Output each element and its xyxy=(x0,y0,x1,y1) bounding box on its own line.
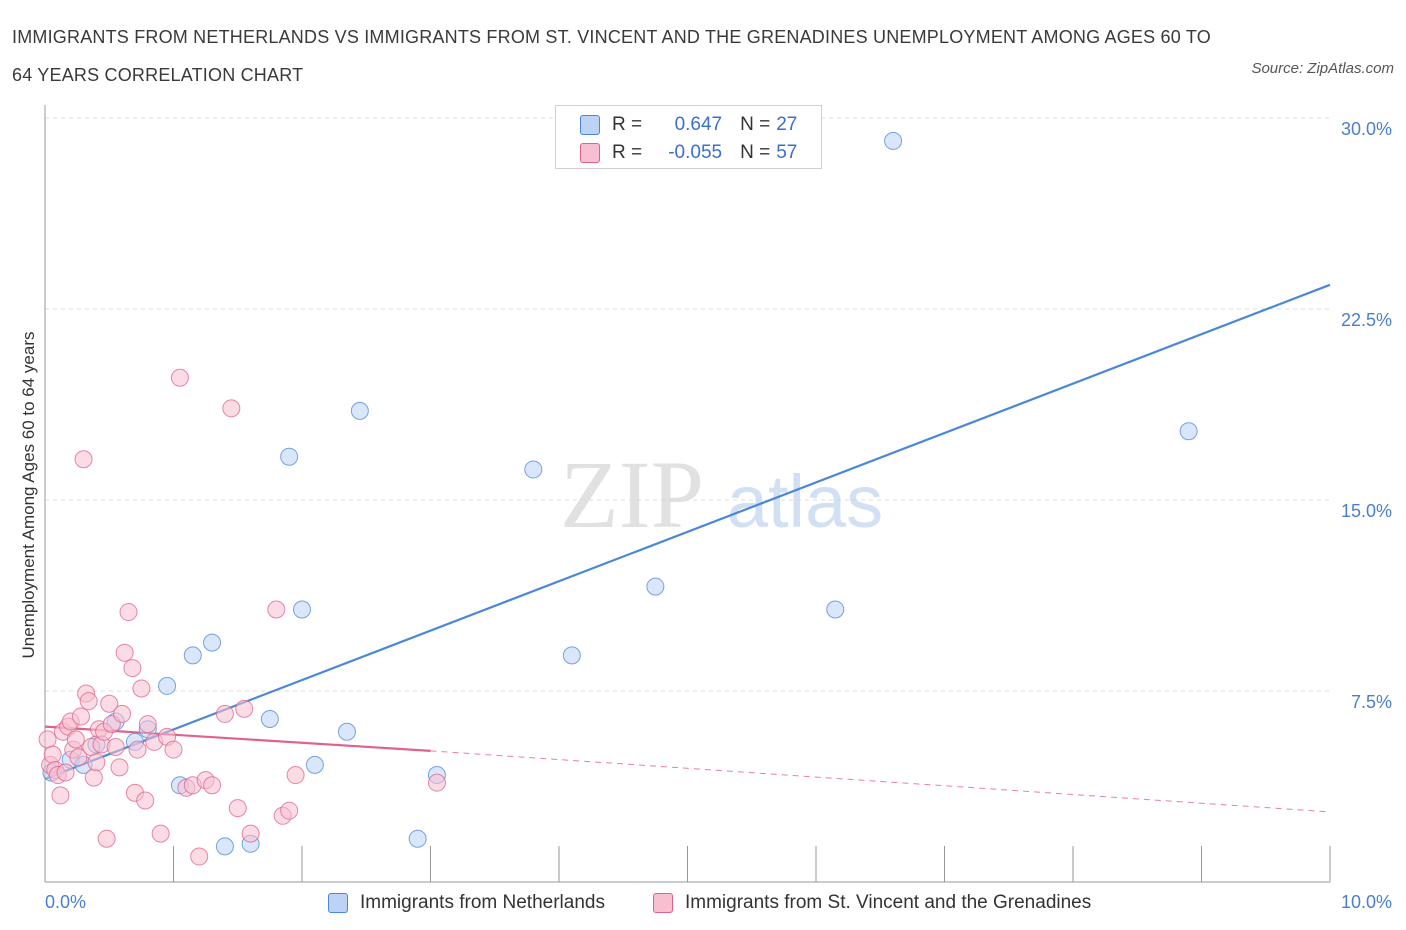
legend-swatch-pink xyxy=(580,143,600,163)
point-st-vincent xyxy=(241,824,260,843)
point-st-vincent xyxy=(280,801,299,820)
trend-line-extension-st-vincent xyxy=(430,750,1331,813)
y-tick-label: 22.5% xyxy=(1341,310,1392,330)
point-st-vincent xyxy=(136,791,155,810)
point-st-vincent xyxy=(106,738,125,757)
point-st-vincent xyxy=(123,659,142,678)
y-tick-label: 15.0% xyxy=(1341,501,1392,521)
point-netherlands xyxy=(203,633,222,652)
watermark-atlas: atlas xyxy=(727,460,883,543)
point-st-vincent xyxy=(203,776,222,795)
point-st-vincent xyxy=(132,679,151,698)
point-netherlands xyxy=(524,460,543,479)
bottom-legend-swatch-blue xyxy=(328,893,348,913)
point-netherlands xyxy=(158,676,177,695)
point-st-vincent xyxy=(87,753,106,772)
x-tick-labels: 0.0% 10.0% xyxy=(45,892,1392,912)
legend-r-label: R = xyxy=(612,142,643,163)
point-st-vincent xyxy=(74,450,93,469)
bottom-legend-netherlands: Immigrants from Netherlands xyxy=(328,890,605,916)
point-st-vincent xyxy=(56,763,75,782)
point-st-vincent xyxy=(38,730,57,749)
point-netherlands xyxy=(884,131,903,150)
point-st-vincent xyxy=(427,773,446,792)
legend-r-label: R = xyxy=(612,114,643,135)
point-st-vincent xyxy=(113,704,132,723)
point-st-vincent xyxy=(128,740,147,759)
point-st-vincent xyxy=(79,692,98,711)
point-st-vincent xyxy=(286,766,305,785)
point-netherlands xyxy=(305,755,324,774)
legend-n-value: 27 xyxy=(776,114,798,135)
point-netherlands xyxy=(350,401,369,420)
trend-lines xyxy=(44,283,1331,813)
point-st-vincent xyxy=(69,748,88,767)
watermark-zip: ZIP xyxy=(560,441,704,548)
point-netherlands xyxy=(280,447,299,466)
chart-title: IMMIGRANTS FROM NETHERLANDS VS IMMIGRANT… xyxy=(12,27,1211,85)
bottom-legend-swatch-pink xyxy=(653,893,673,913)
legend-n-label: N = xyxy=(740,114,771,135)
legend-swatch-blue xyxy=(580,115,600,135)
data-points xyxy=(38,131,1198,866)
y-axis-label: Unemployment Among Ages 60 to 64 years xyxy=(19,332,38,659)
point-st-vincent xyxy=(228,799,247,818)
point-st-vincent xyxy=(115,643,134,662)
x-tick-label: 10.0% xyxy=(1341,892,1392,912)
point-netherlands xyxy=(215,837,234,856)
point-netherlands xyxy=(337,722,356,741)
legend-row-netherlands: R = 0.647 N = 27 xyxy=(580,112,797,138)
point-netherlands xyxy=(826,600,845,619)
point-st-vincent xyxy=(66,730,85,749)
point-st-vincent xyxy=(222,399,241,418)
watermark: ZIP atlas xyxy=(560,441,883,548)
point-st-vincent xyxy=(119,603,138,622)
legend: R = 0.647 N = 27 R = -0.055 N = 57 xyxy=(555,105,822,169)
point-netherlands xyxy=(646,577,665,596)
legend-n-value: 57 xyxy=(776,142,798,163)
point-st-vincent xyxy=(190,847,209,866)
x-tick-label: 0.0% xyxy=(45,892,86,912)
point-st-vincent xyxy=(151,824,170,843)
point-st-vincent xyxy=(138,715,157,734)
point-netherlands xyxy=(183,646,202,665)
y-tick-label: 30.0% xyxy=(1341,119,1392,139)
point-st-vincent xyxy=(100,694,119,713)
point-st-vincent xyxy=(97,829,116,848)
y-tick-labels: 7.5% 15.0% 22.5% 30.0% xyxy=(1341,119,1392,712)
bottom-legend-label: Immigrants from Netherlands xyxy=(360,892,605,913)
point-netherlands xyxy=(260,710,279,729)
point-st-vincent xyxy=(235,699,254,718)
legend-row-st-vincent: R = -0.055 N = 57 xyxy=(580,140,797,166)
source-label: Source: ZipAtlas.com xyxy=(1251,60,1394,77)
legend-n-label: N = xyxy=(740,142,771,163)
point-netherlands xyxy=(293,600,311,619)
point-st-vincent xyxy=(110,758,129,777)
legend-r-value: 0.647 xyxy=(674,114,723,135)
point-st-vincent xyxy=(43,745,62,764)
trend-line-netherlands xyxy=(44,283,1331,780)
point-st-vincent xyxy=(51,786,70,805)
point-st-vincent xyxy=(215,704,234,723)
bottom-legend-st-vincent: Immigrants from St. Vincent and the Gren… xyxy=(653,890,1091,916)
bottom-legend-label: Immigrants from St. Vincent and the Gren… xyxy=(685,892,1092,913)
point-st-vincent xyxy=(71,707,90,726)
point-netherlands xyxy=(562,646,581,665)
point-st-vincent xyxy=(267,600,286,619)
legend-r-value: -0.055 xyxy=(668,142,723,163)
point-st-vincent xyxy=(164,740,183,759)
point-netherlands xyxy=(408,829,427,848)
point-netherlands xyxy=(1179,422,1198,441)
point-st-vincent xyxy=(84,768,103,787)
y-tick-label: 7.5% xyxy=(1351,692,1392,712)
point-st-vincent xyxy=(170,368,189,387)
